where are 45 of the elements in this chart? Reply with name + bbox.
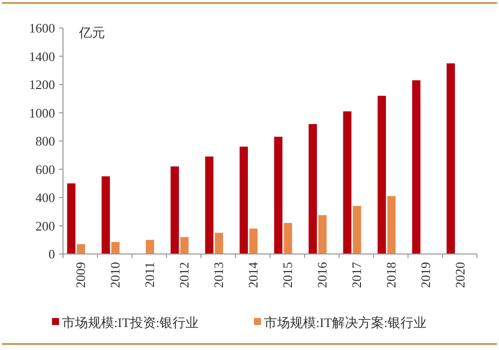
bar <box>76 244 86 254</box>
bar <box>214 232 224 254</box>
bar <box>387 196 396 254</box>
x-tick-label: 2009 <box>72 262 88 288</box>
y-tick-label: 1200 <box>29 77 55 92</box>
legend-label: 市场规模:IT投资:银行业 <box>62 314 198 330</box>
y-tick-label: 0 <box>48 246 55 262</box>
bar <box>274 136 282 254</box>
bar <box>249 228 258 254</box>
bar <box>170 166 179 254</box>
y-tick-label: 200 <box>36 218 55 234</box>
bar <box>205 156 214 254</box>
legend-label: 市场规模:IT解决方案:银行业 <box>264 314 426 330</box>
y-tick-label: 1400 <box>29 48 55 64</box>
x-tick-label: 2013 <box>210 262 226 288</box>
x-tick-label: 2018 <box>383 262 398 288</box>
x-tick-label: 2015 <box>280 262 295 288</box>
x-tick-label: 2020 <box>452 262 468 288</box>
bar <box>446 63 455 254</box>
x-tick-label: 2012 <box>176 262 192 288</box>
x-tick-label: 2016 <box>314 262 330 288</box>
x-tick-label: 2010 <box>107 262 122 288</box>
bar <box>412 80 420 254</box>
bar <box>102 176 110 254</box>
bar <box>318 215 327 254</box>
bar <box>67 183 76 254</box>
bar <box>146 240 154 254</box>
y-tick-label: 400 <box>36 190 55 206</box>
x-tick-label: 2019 <box>418 262 433 288</box>
x-tick-label: 2014 <box>245 262 260 288</box>
x-tick-label: 2011 <box>142 262 157 288</box>
y-axis-title: 亿元 <box>78 25 105 40</box>
y-tick-label: 600 <box>36 162 55 177</box>
y-tick-label: 1000 <box>29 105 55 120</box>
y-tick-label: 1600 <box>29 20 55 36</box>
bar <box>284 222 292 254</box>
y-tick-label: 800 <box>36 134 55 149</box>
bar <box>240 146 248 254</box>
x-tick-label: 2017 <box>348 262 364 288</box>
bar <box>352 206 362 254</box>
bar <box>378 96 386 254</box>
bar <box>308 124 317 254</box>
bar <box>180 237 189 254</box>
bar <box>111 242 120 254</box>
bar <box>343 111 352 254</box>
